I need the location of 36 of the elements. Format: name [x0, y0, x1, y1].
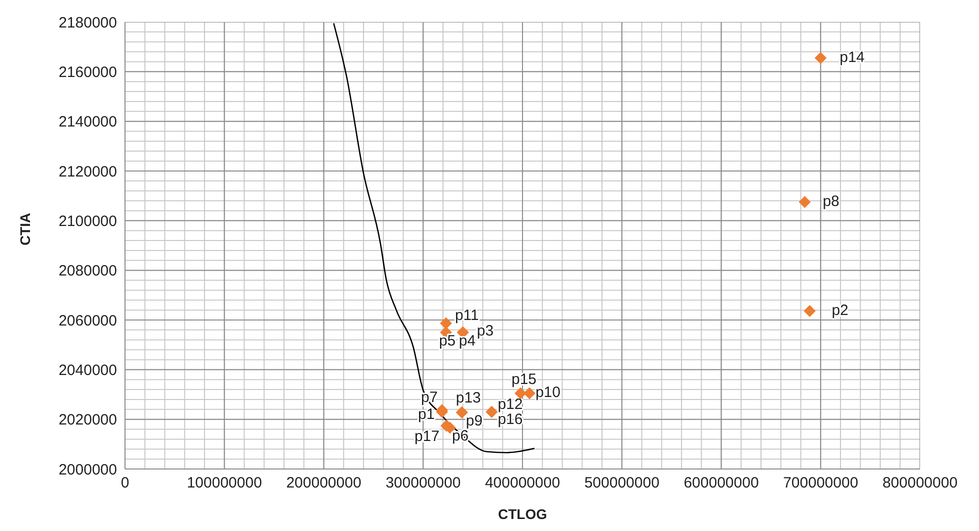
series-label: p11 — [454, 307, 479, 324]
series-label: p4 — [458, 332, 476, 350]
series-label: p8 — [822, 193, 840, 210]
y-tick-label: 2160000 — [58, 64, 117, 81]
x-tick-label: 100000000 — [186, 474, 262, 492]
series-label: p10 — [535, 384, 560, 402]
series-label: p13 — [456, 389, 481, 406]
y-tick-label: 2180000 — [58, 14, 117, 32]
y-axis-title: CTIA — [16, 212, 33, 246]
series-label: p9 — [466, 412, 483, 430]
series-label: p1 — [418, 406, 435, 423]
series-label: p15 — [512, 371, 537, 388]
x-tick-label: 0 — [120, 474, 130, 492]
y-tick-label: 2140000 — [58, 114, 117, 131]
series-label: p12 — [498, 396, 523, 413]
x-tick-label: 500000000 — [584, 474, 660, 492]
x-tick-label: 700000000 — [783, 474, 858, 492]
x-tick-label: 300000000 — [386, 474, 461, 492]
x-tick-label: 600000000 — [684, 474, 759, 492]
x-tick-label: 400000000 — [484, 474, 560, 492]
x-tick-label: 200000000 — [286, 474, 362, 492]
y-tick-label: 2000000 — [58, 461, 117, 478]
series-label: p5 — [438, 332, 456, 350]
x-tick-label: 800000000 — [882, 474, 958, 492]
series-label: p14 — [840, 48, 865, 66]
y-tick-label: 2100000 — [58, 212, 117, 230]
series-label: p2 — [832, 302, 848, 320]
y-tick-label: 2120000 — [58, 163, 117, 180]
y-tick-label: 2040000 — [58, 362, 117, 379]
series-label: p17 — [414, 428, 440, 445]
series-label: p3 — [476, 322, 494, 340]
y-tick-label: 2060000 — [58, 312, 117, 330]
series-label: p16 — [498, 410, 523, 428]
y-tick-label: 2020000 — [58, 412, 117, 429]
y-tick-label: 2080000 — [58, 262, 117, 280]
x-axis-title: CTLOG — [498, 506, 548, 522]
